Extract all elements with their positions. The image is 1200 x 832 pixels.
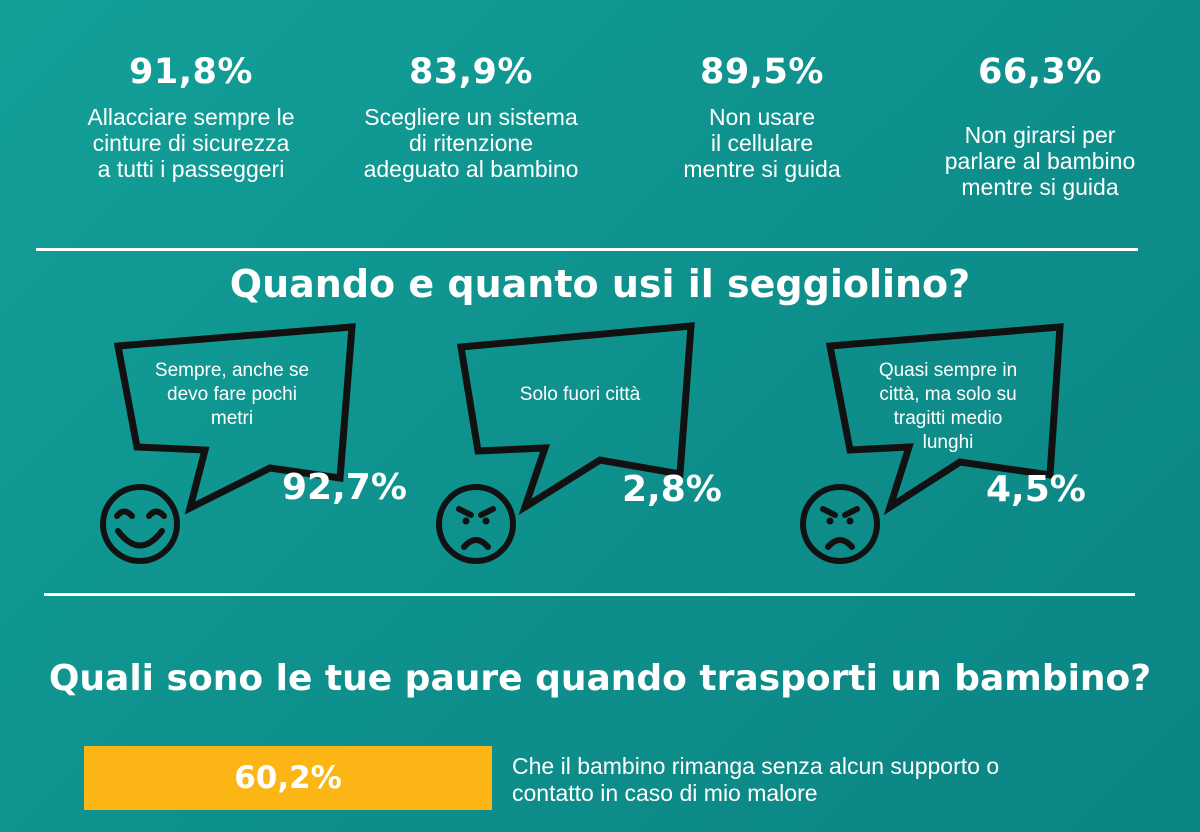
stat-restraint-system: 83,9% Scegliere un sistema di ritenzione… — [330, 52, 612, 182]
answer-outside-city-pct: 2,8% — [622, 469, 722, 510]
sad-face-icon — [800, 484, 880, 564]
stat-percentage: 83,9% — [409, 52, 533, 92]
stat-description: Allacciare sempre le cinture di sicurezz… — [87, 104, 295, 182]
answer-almost-always-pct: 4,5% — [986, 469, 1086, 510]
speech-bubble-2 — [456, 322, 695, 516]
happy-face-icon — [100, 484, 180, 564]
fear-description: Che il bambino rimanga senza alcun suppo… — [512, 753, 1000, 806]
answer-outside-city-text: Solo fuori città — [519, 384, 641, 405]
stat-description: Non girarsi per parlare al bambino mentr… — [944, 122, 1136, 200]
speech-bubble-3 — [825, 323, 1064, 516]
section-title-car-seat: Quando e quanto usi il seggiolino? — [229, 262, 971, 306]
stat-seatbelts: 91,8% Allacciare sempre le cinture di si… — [56, 52, 326, 182]
answer-always-pct: 92,7% — [282, 467, 407, 508]
speech-bubble-1 — [113, 323, 356, 515]
answer-always-text: Sempre, anche se devo fare pochi metri — [154, 360, 310, 429]
stat-description: Non usare il cellulare mentre si guida — [683, 104, 841, 182]
answer-almost-always-text: Quasi sempre in città, ma solo su tragit… — [878, 360, 1018, 453]
divider-top — [36, 248, 1138, 251]
fear-bar-percentage: 60,2% — [234, 760, 342, 796]
stat-no-phone: 89,5% Non usare il cellulare mentre si g… — [646, 52, 878, 182]
stat-no-turning: 66,3% Non girarsi per parlare al bambino… — [905, 52, 1175, 200]
divider-middle — [44, 593, 1135, 596]
stat-percentage: 89,5% — [700, 52, 824, 92]
section-title-fears: Quali sono le tue paure quando trasporti… — [48, 658, 1152, 699]
stat-description: Scegliere un sistema di ritenzione adegu… — [363, 104, 579, 182]
sad-face-icon — [436, 484, 516, 564]
stat-percentage: 66,3% — [978, 52, 1102, 92]
stat-percentage: 91,8% — [129, 52, 253, 92]
fear-bar: 60,2% — [84, 746, 492, 810]
